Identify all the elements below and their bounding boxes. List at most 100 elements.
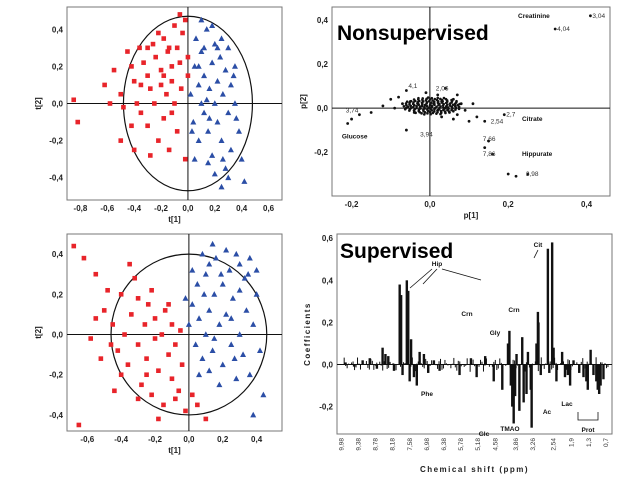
coefficient-bar <box>422 354 426 365</box>
peak-label: Phe <box>421 391 433 398</box>
score-point-triangle <box>211 170 218 177</box>
loading-point <box>408 109 411 112</box>
x-tick-label: -0,2 <box>345 200 359 209</box>
loading-point <box>430 96 434 100</box>
score-point-triangle <box>250 321 257 327</box>
score-point-triangle <box>188 128 195 134</box>
loading-point <box>369 111 373 114</box>
score-point-triangle <box>209 240 216 247</box>
loading-point <box>426 112 429 115</box>
score-point-triangle <box>211 100 218 106</box>
coefficient-bar <box>413 363 415 365</box>
coefficient-bar <box>535 343 538 365</box>
score-point-triangle <box>182 295 189 301</box>
score-point-square <box>148 86 153 91</box>
peak-label: Ac <box>543 409 552 416</box>
coefficient-bar <box>361 360 364 365</box>
coefficient-bar <box>518 364 521 411</box>
coefficient-bar <box>577 364 579 366</box>
score-point-triangle <box>228 315 235 321</box>
score-point-triangle <box>246 254 253 261</box>
coefficient-bar <box>398 357 400 365</box>
peak-label: Cit <box>534 242 544 249</box>
coefficient-bar <box>496 364 498 371</box>
coefficient-bar <box>381 347 384 365</box>
coefficient-bar <box>509 364 513 386</box>
loading-annotation: 4,1 <box>408 83 417 90</box>
coefficient-bar <box>426 361 428 365</box>
score-point-triangle <box>206 260 213 267</box>
coefficient-bar <box>460 364 462 367</box>
coefficient-bar <box>423 364 425 369</box>
score-point-triangle <box>231 355 238 362</box>
score-point-square <box>161 36 167 41</box>
loading-point <box>430 109 434 112</box>
score-point-triangle <box>209 59 216 66</box>
loading-point <box>455 113 459 117</box>
score-point-triangle <box>189 301 196 307</box>
score-point-square <box>138 110 144 116</box>
coefficient-bar <box>440 358 442 365</box>
score-point-triangle <box>189 266 196 273</box>
y-tick-label: 0,6 <box>322 234 334 243</box>
coefficient-bar <box>578 364 581 373</box>
score-point-square <box>88 336 94 341</box>
score-point-square <box>183 408 188 414</box>
loading-point <box>417 96 420 100</box>
score-point-triangle <box>217 53 224 60</box>
score-point-square <box>161 402 166 408</box>
coefficient-bar <box>474 364 476 367</box>
coefficient-bar <box>566 364 570 376</box>
score-point-triangle <box>196 371 203 378</box>
loading-point <box>553 27 557 31</box>
score-point-square <box>131 147 137 153</box>
score-point-square <box>93 271 99 277</box>
coefficient-bar <box>386 364 388 369</box>
x-tick-label: 0,7 <box>603 438 610 447</box>
score-point-triangle <box>233 375 240 382</box>
coefficient-bar <box>502 364 504 368</box>
coefficient-bar <box>508 330 511 365</box>
y-tick-label: 0,4 <box>322 276 334 285</box>
x-tick-label: 6,98 <box>424 438 431 451</box>
score-point-triangle <box>236 331 243 337</box>
coefficient-bar <box>526 351 530 365</box>
score-point-square <box>135 396 141 402</box>
score-point-triangle <box>203 96 210 103</box>
coefficient-bar <box>387 356 390 365</box>
score-point-square <box>125 49 130 54</box>
score-point-triangle <box>191 63 198 69</box>
peak-label: Lac <box>561 401 573 408</box>
y-axis-label: p[2] <box>299 94 308 109</box>
loading-point <box>433 97 437 101</box>
loading-point <box>405 100 409 103</box>
coefficient-bar <box>351 362 353 365</box>
coefficient-bar <box>414 364 416 372</box>
coefficient-bar <box>591 363 593 365</box>
coefficient-bar <box>408 364 410 369</box>
coefficient-bar <box>457 360 459 365</box>
y-tick-label: 0,4 <box>52 25 64 34</box>
score-point-square <box>141 60 146 65</box>
x-tick-label: -0,8 <box>74 204 88 213</box>
coefficient-bar <box>548 364 551 373</box>
score-point-square <box>166 147 172 153</box>
plot-frame <box>331 6 611 197</box>
loading-point <box>421 97 425 100</box>
y-tick-label: -0,2 <box>49 371 63 380</box>
coefficient-bar <box>409 339 413 365</box>
coefficient-bar <box>458 364 461 376</box>
score-point-square <box>161 116 167 121</box>
loading-annotation: 7,86 <box>483 151 496 158</box>
score-point-square <box>122 332 127 337</box>
score-point-triangle <box>201 72 208 79</box>
score-point-triangle <box>222 66 229 73</box>
x-tick-label: 0,6 <box>263 204 275 213</box>
score-point-square <box>118 91 124 97</box>
coefficient-bar <box>567 359 569 365</box>
score-point-triangle <box>211 335 218 341</box>
loading-point <box>397 95 400 99</box>
coefficient-bar <box>357 357 359 365</box>
score-point-triangle <box>219 281 226 287</box>
coefficient-bar <box>422 364 424 367</box>
